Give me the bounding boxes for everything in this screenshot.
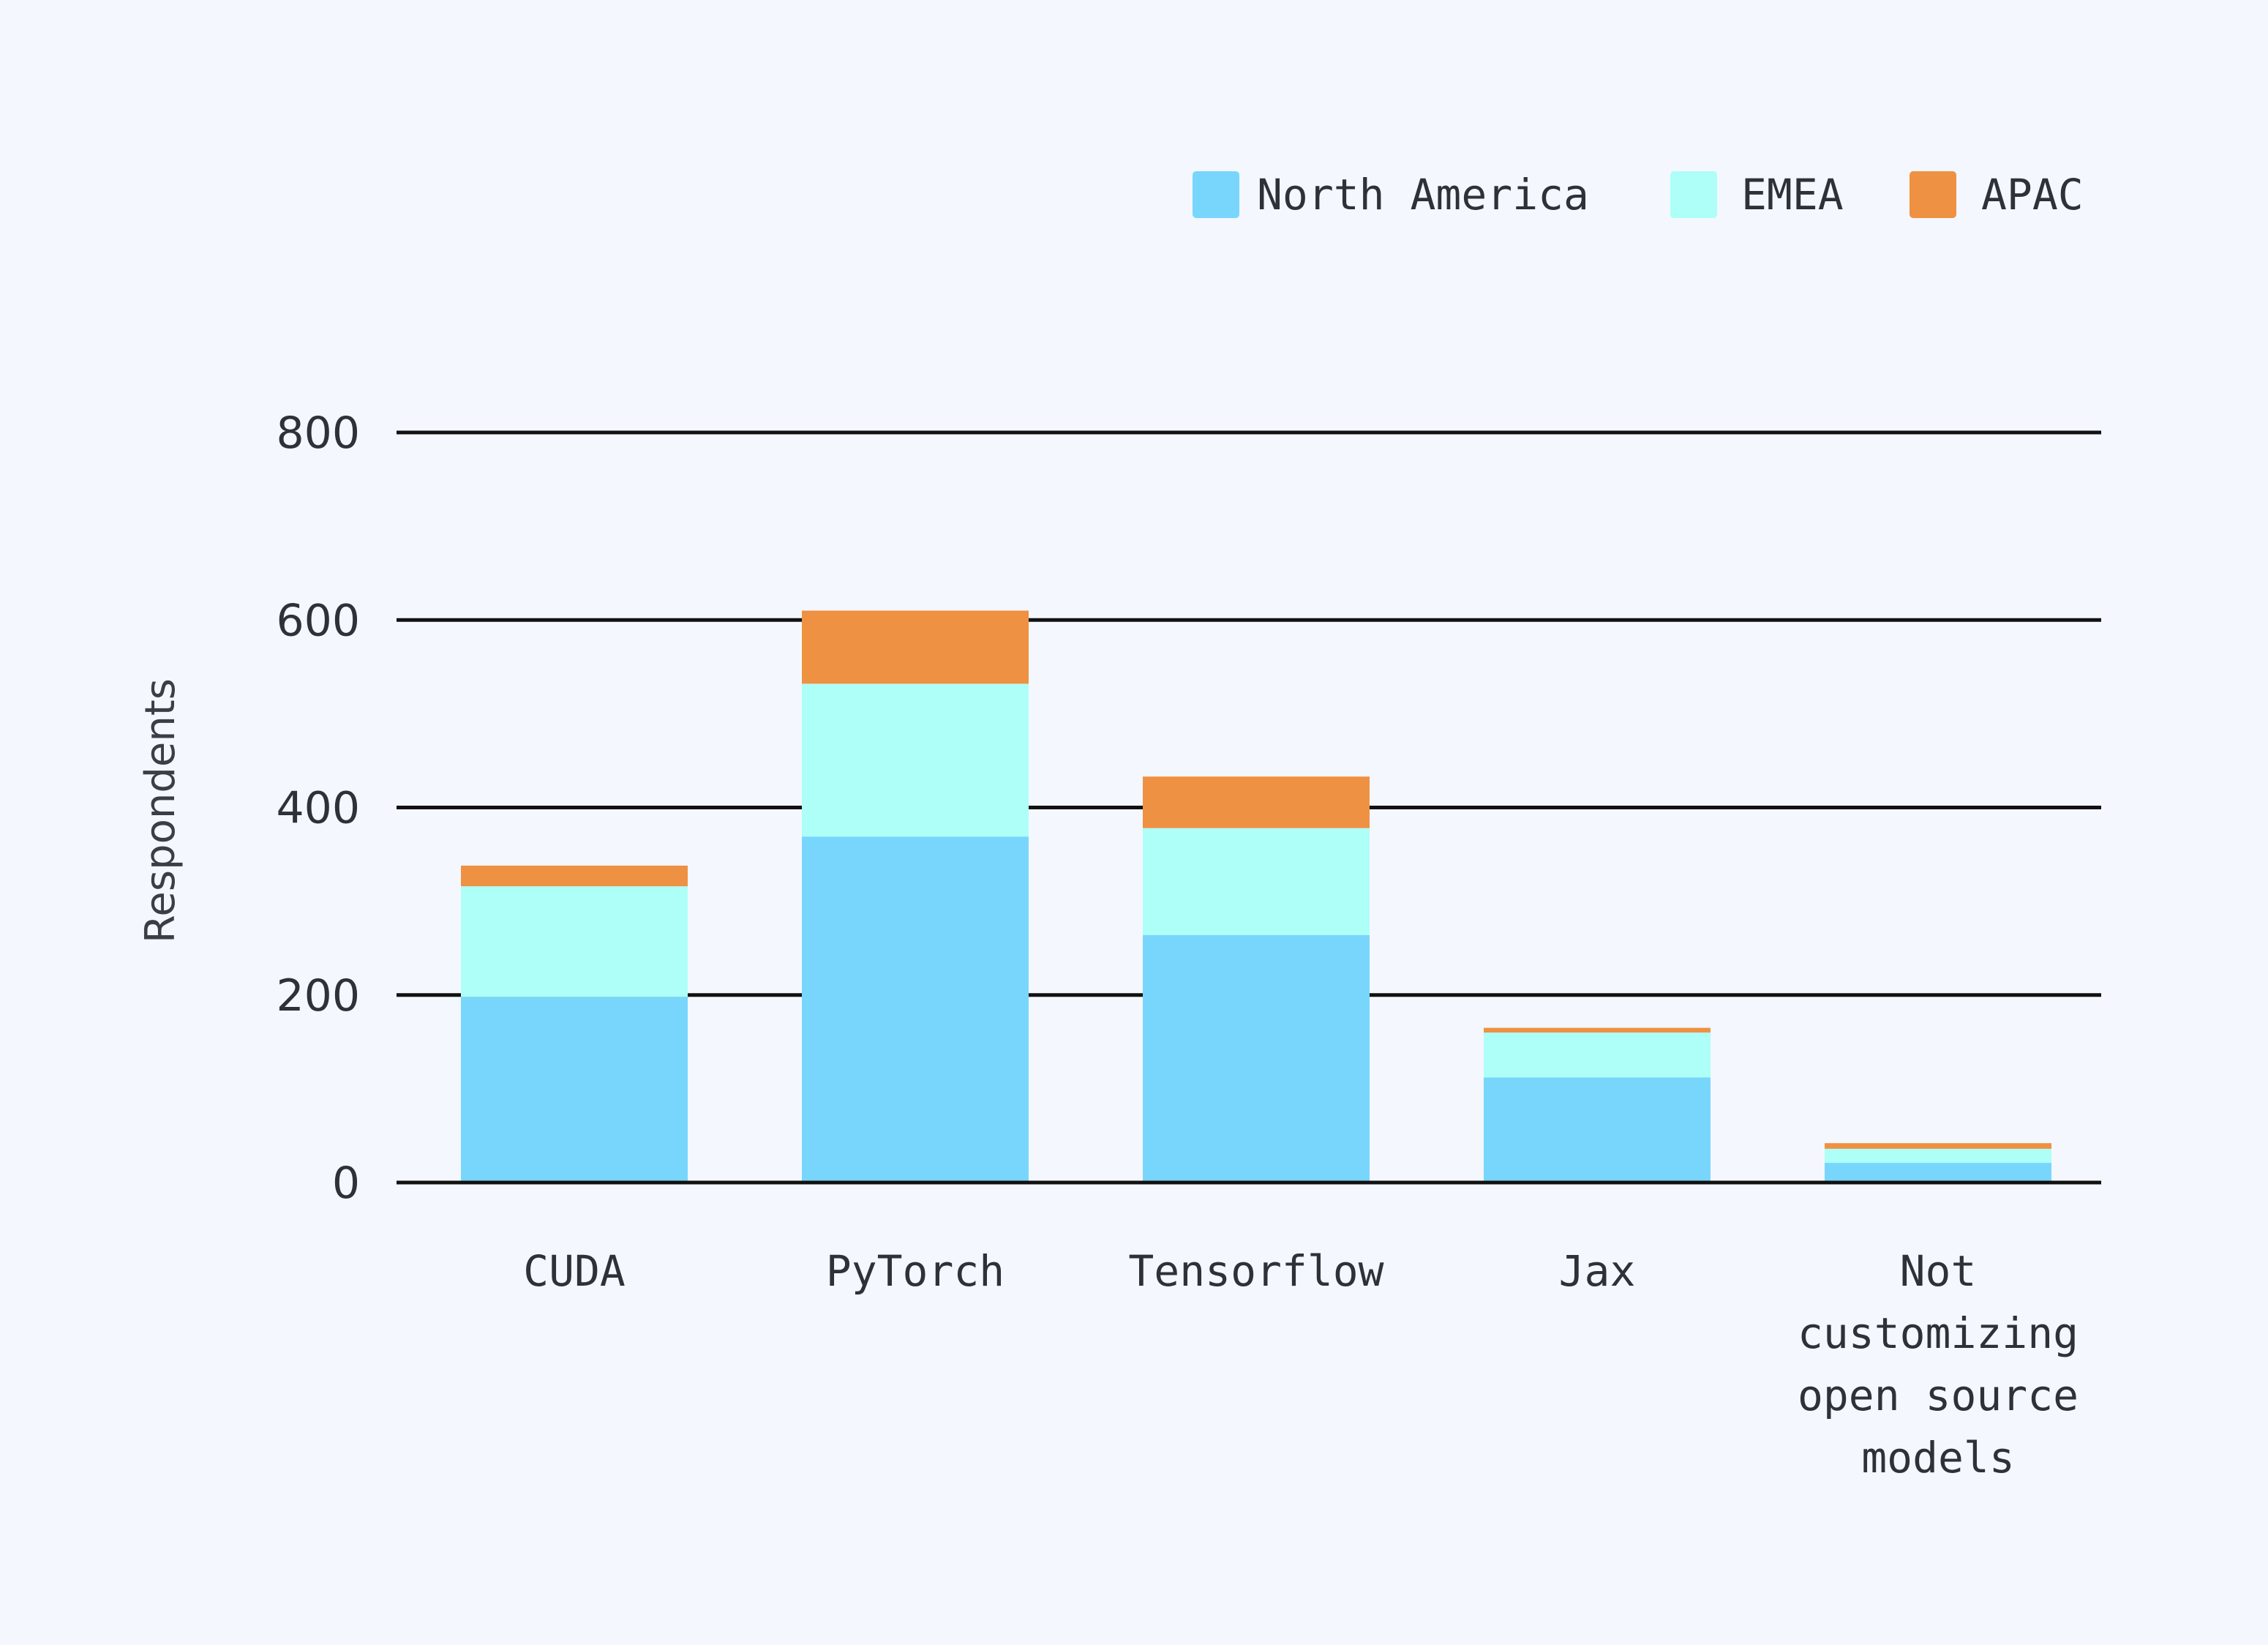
y-tick-label: 800: [276, 408, 360, 459]
legend-swatch: [1910, 171, 1956, 218]
x-category-label-line: models: [1861, 1433, 2015, 1483]
y-axis-ticks: 0 200 400 600 800: [276, 408, 360, 1209]
x-category-label-line: PyTorch: [826, 1246, 1005, 1296]
y-tick-label: 400: [276, 783, 360, 834]
x-category-label-line: open source: [1798, 1371, 2079, 1420]
x-category-label: Tensorflow: [1128, 1246, 1383, 1296]
y-axis-title: Respondents: [137, 678, 184, 943]
y-tick-label: 600: [276, 595, 360, 646]
x-category-label-line: customizing: [1798, 1308, 2079, 1358]
legend-label: EMEA: [1741, 170, 1844, 220]
y-tick-label: 200: [276, 970, 360, 1022]
x-category-label: PyTorch: [826, 1246, 1005, 1296]
x-category-label-line: Jax: [1559, 1246, 1636, 1296]
bar-segment: [1143, 828, 1370, 935]
x-category-label-line: Not: [1900, 1246, 1977, 1296]
legend-swatch: [1670, 171, 1717, 218]
bar-segment: [461, 865, 688, 887]
x-category-label: CUDA: [523, 1246, 626, 1296]
legend-label: North America: [1257, 170, 1589, 220]
bar-segment: [1484, 1077, 1711, 1183]
bar-segment: [461, 886, 688, 997]
x-category-label-line: Tensorflow: [1128, 1246, 1383, 1296]
bar-segment: [1825, 1148, 2051, 1164]
legend-swatch: [1193, 171, 1239, 218]
bar-segment: [802, 836, 1029, 1183]
x-category-label-line: CUDA: [523, 1246, 626, 1296]
bar-segment: [1143, 776, 1370, 828]
bar-segment: [1484, 1027, 1711, 1033]
x-axis-categories: CUDA PyTorch Tensorflow Jax Not customizing op…: [523, 1246, 2079, 1483]
bar-segment: [802, 683, 1029, 837]
bar-segment: [1484, 1033, 1711, 1078]
x-category-label: Jax: [1559, 1246, 1636, 1296]
bar-segment: [802, 610, 1029, 684]
x-category-label: Not customizing open source models: [1798, 1246, 2079, 1483]
bar-segment: [1143, 934, 1370, 1183]
bar-segment: [1825, 1163, 2051, 1183]
bar-segment: [1825, 1143, 2051, 1149]
y-tick-label: 0: [332, 1158, 360, 1209]
bar-segment: [461, 997, 688, 1183]
bars: [397, 610, 2101, 1185]
legend-label: APAC: [1981, 170, 2084, 220]
legend: North America EMEA APAC: [1193, 170, 2084, 220]
